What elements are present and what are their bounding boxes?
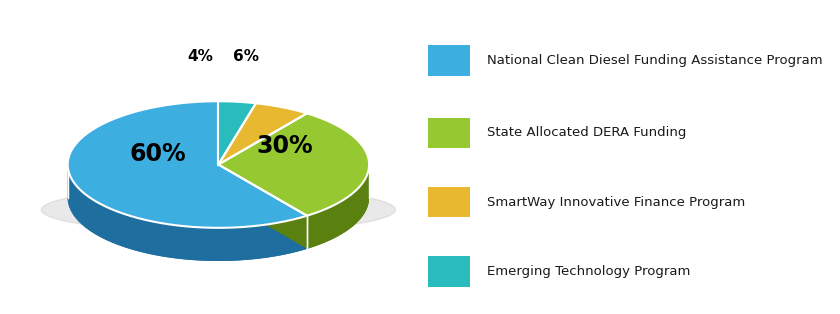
Polygon shape [307, 165, 369, 249]
Polygon shape [68, 101, 307, 228]
Polygon shape [218, 198, 369, 249]
Polygon shape [218, 113, 369, 216]
Text: SmartWay Innovative Finance Program: SmartWay Innovative Finance Program [487, 196, 745, 209]
Text: State Allocated DERA Funding: State Allocated DERA Funding [487, 126, 686, 139]
Polygon shape [218, 103, 307, 165]
FancyBboxPatch shape [428, 46, 470, 76]
Polygon shape [68, 198, 307, 261]
Text: National Clean Diesel Funding Assistance Program: National Clean Diesel Funding Assistance… [487, 54, 823, 67]
Text: Emerging Technology Program: Emerging Technology Program [487, 265, 690, 278]
Polygon shape [218, 101, 256, 165]
Text: 4%: 4% [187, 49, 213, 63]
Text: 30%: 30% [256, 134, 313, 159]
FancyBboxPatch shape [428, 118, 470, 148]
Text: 6%: 6% [233, 49, 259, 63]
FancyBboxPatch shape [428, 187, 470, 217]
Ellipse shape [41, 187, 396, 232]
Polygon shape [68, 165, 307, 261]
FancyBboxPatch shape [428, 257, 470, 287]
Text: 60%: 60% [130, 142, 186, 166]
